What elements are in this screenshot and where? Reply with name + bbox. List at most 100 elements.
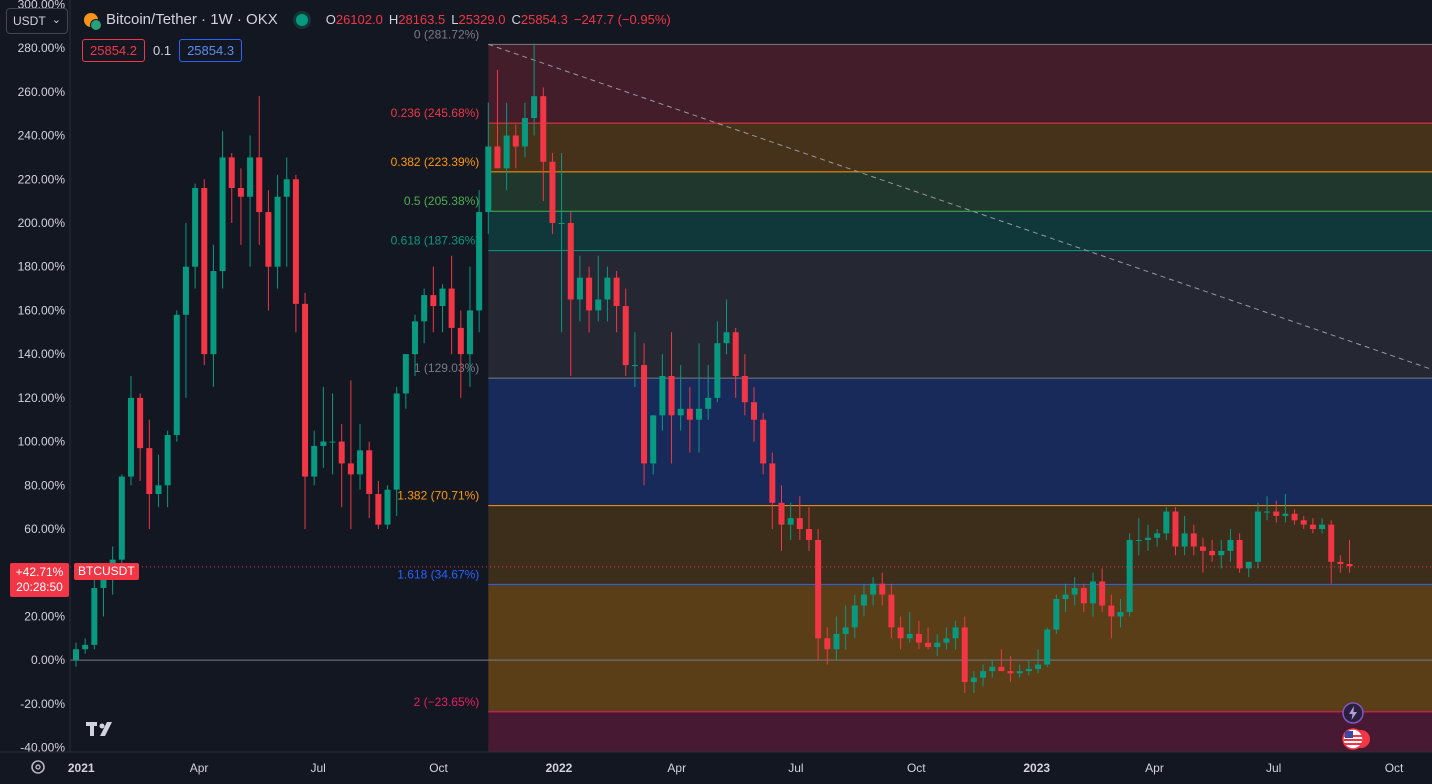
candle-body-137 [1328,524,1335,562]
ohlc-low: 25329.0 [458,12,506,27]
candle-body-20 [256,157,263,213]
tradingview-logo-icon[interactable] [86,720,118,738]
bar-countdown: 20:28:50 [16,580,63,594]
candle-body-52 [549,161,556,223]
x-tick-label-4: 2022 [546,761,573,775]
candle-body-88 [879,583,886,595]
candle-body-63 [650,415,657,464]
gear-icon[interactable] [29,758,47,776]
x-tick-label-10: Jul [1266,761,1281,775]
candle-body-38 [421,295,428,322]
candle-body-104 [1025,668,1032,672]
x-tick-label-9: Apr [1145,761,1164,775]
fib-band-4 [488,250,1432,379]
candle-body-11 [173,314,180,436]
candle-body-134 [1300,520,1307,525]
candle-body-32 [366,450,373,495]
fib-level-label-3: 0.5 (205.38%) [404,194,479,208]
candle-body-3 [100,579,107,589]
candle-body-93 [925,642,932,648]
candle-body-64 [659,376,666,416]
candle-body-78 [787,518,794,525]
flash-icon[interactable] [1342,702,1364,724]
candle-body-48 [512,135,519,147]
fib-level-label-7: 1.618 (34.67%) [397,567,479,581]
candle-body-121 [1181,533,1188,547]
candle-body-132 [1282,513,1289,516]
candle-body-127 [1236,539,1243,569]
candle-body-42 [457,327,464,355]
candle-body-96 [952,627,959,639]
ohlc-high-label: H [388,12,399,27]
fib-level-label-5: 1 (129.03%) [414,361,479,375]
candle-body-46 [494,146,501,169]
candle-body-47 [503,135,510,169]
fib-band-3 [488,211,1432,251]
candle-body-98 [970,677,977,683]
candle-body-136 [1319,524,1326,530]
x-tick-label-1: Apr [190,761,209,775]
buy-price-button[interactable]: 25854.3 [179,39,243,62]
candle-body-135 [1309,524,1316,530]
candle-body-125 [1218,550,1225,556]
candle-body-21 [265,212,272,267]
candle-body-83 [833,633,840,650]
candle-body-106 [1044,629,1051,665]
candle-body-61 [631,365,638,367]
y-tick-label-14: 20.00% [24,609,65,623]
candle-body-62 [641,365,648,464]
sell-price-button[interactable]: 25854.2 [82,39,145,62]
candle-body-67 [686,408,693,420]
candle-body-30 [347,463,354,475]
x-tick-label-5: Apr [667,761,686,775]
candle-body-99 [980,671,987,678]
ohlc-close-label: C [511,12,521,27]
candle-body-14 [201,188,208,355]
y-tick-label-7: 160.00% [18,303,66,317]
candle-body-49 [521,118,528,147]
candle-body-109 [1071,588,1078,595]
candle-body-13 [192,188,199,267]
candle-body-74 [751,402,757,420]
candle-body-55 [576,277,583,300]
candle-body-120 [1172,511,1179,547]
ohlc-low-label: L [451,12,459,27]
candle-body-103 [1016,671,1023,674]
candle-body-39 [430,295,437,307]
us-flag-icon[interactable] [1341,728,1373,750]
candle-body-115 [1126,539,1133,613]
candle-body-27 [320,441,327,446]
candle-body-31 [357,450,364,475]
candle-body-18 [237,188,244,197]
candle-body-113 [1108,605,1115,617]
fib-trend-line [488,43,1432,370]
y-tick-label-2: 260.00% [18,85,66,99]
symbol-title[interactable]: Bitcoin/Tether · 1W · OKX [106,11,278,28]
candle-body-131 [1273,511,1280,516]
candle-body-15 [210,271,217,355]
candle-body-86 [860,594,867,606]
y-tick-label-11: 80.00% [24,478,65,492]
candle-body-45 [485,146,492,213]
candle-body-102 [1007,671,1014,674]
candle-body-65 [668,376,675,416]
candle-body-60 [622,306,629,366]
y-tick-label-12: 60.00% [24,522,65,536]
candle-body-119 [1163,511,1170,534]
candle-body-66 [677,408,684,416]
candle-body-85 [851,605,858,628]
candle-body-26 [311,445,318,477]
fib-band-7 [488,584,1432,712]
candle-body-89 [888,594,895,628]
candle-body-35 [393,393,400,490]
candle-body-82 [824,638,831,650]
candle-body-17 [228,157,235,188]
candle-body-8 [146,448,153,495]
candle-body-80 [805,529,812,540]
candle-body-51 [540,96,547,162]
x-tick-label-11: Oct [1385,761,1404,775]
candle-body-123 [1199,546,1206,551]
y-tick-label-3: 240.00% [18,129,66,143]
unit-selector[interactable]: USDT ⌄ [6,8,68,34]
